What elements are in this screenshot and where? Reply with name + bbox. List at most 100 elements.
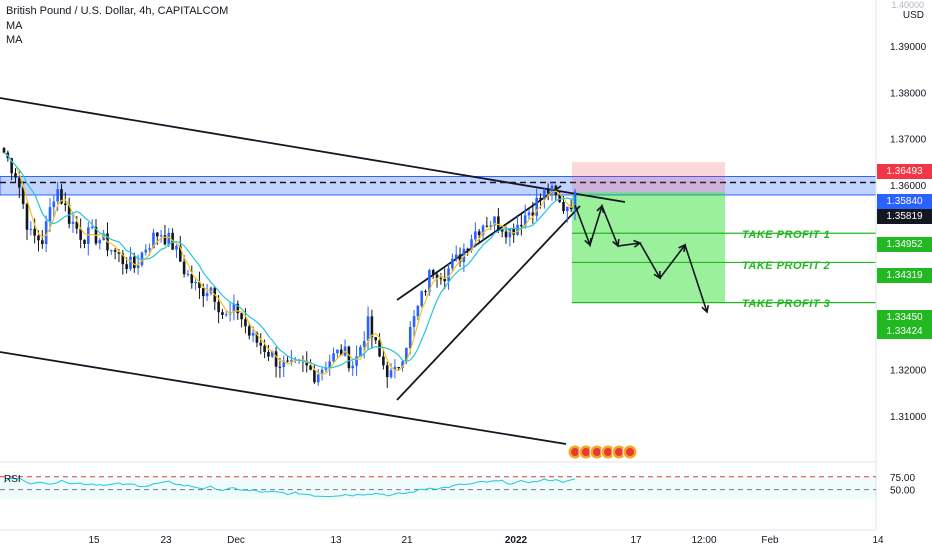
candle-body	[370, 316, 374, 338]
candle-body	[113, 250, 117, 252]
currency-label: 1.40000 USD	[891, 0, 924, 21]
candle-body	[389, 370, 393, 378]
candle-body	[447, 268, 450, 282]
price-tag-tp3: 1.33450	[877, 310, 932, 325]
candle-body	[347, 346, 351, 369]
candle-body	[240, 313, 243, 320]
candle-body	[129, 256, 132, 269]
candle-body	[290, 360, 293, 362]
candle-body	[87, 227, 90, 244]
candle-body	[148, 248, 151, 250]
x-tick-label: 12:00	[691, 535, 716, 546]
candle-body	[136, 265, 140, 269]
candle-body	[366, 316, 370, 342]
candle-body	[324, 368, 328, 370]
take-profit-2-label: TAKE PROFIT 2	[742, 260, 831, 272]
event-flag-dot-icon	[593, 448, 601, 456]
x-tick-label: 15	[88, 535, 100, 546]
price-tag-current: 1.35819	[877, 209, 932, 224]
candle-body	[221, 312, 224, 315]
rsi-label[interactable]: RSI	[4, 474, 21, 485]
candle-body	[504, 231, 508, 238]
candle-body	[405, 348, 408, 362]
candle-body	[117, 251, 121, 254]
candle-body	[251, 332, 255, 336]
candle-body	[454, 254, 458, 259]
price-tag-tp2: 1.34319	[877, 268, 932, 283]
candle-body	[359, 346, 362, 357]
candle-body	[520, 224, 523, 227]
currency-code: USD	[902, 10, 924, 21]
candle-body	[543, 190, 546, 200]
candle-body	[408, 326, 412, 349]
candle-body	[539, 197, 542, 200]
candle-body	[412, 316, 416, 327]
candle-body	[320, 369, 324, 375]
candle-body	[362, 341, 366, 347]
candle-body	[186, 273, 190, 275]
candle-body	[439, 278, 443, 280]
event-flag-dot-icon	[604, 448, 612, 456]
candle-body	[336, 349, 339, 354]
x-tick-label: Dec	[227, 535, 245, 546]
candle-body	[44, 221, 48, 245]
take-profit-3-label: TAKE PROFIT 3	[742, 298, 831, 310]
candle-body	[401, 361, 404, 368]
rsi-band	[0, 476, 876, 500]
candle-body	[328, 361, 332, 369]
candle-body	[489, 225, 492, 227]
rsi-level-lower: 50.00	[890, 486, 915, 497]
ma-slow-line	[3, 152, 576, 369]
profit-zone	[572, 192, 725, 303]
channel-lower-line	[0, 351, 567, 445]
candle-body	[516, 224, 519, 235]
candle-body	[132, 256, 136, 269]
candle-body	[259, 342, 263, 346]
candle-body	[431, 270, 435, 275]
price-tag-stop: 1.36493	[877, 164, 932, 179]
candle-body	[382, 356, 385, 366]
x-tick-label: Feb	[761, 535, 779, 546]
candle-body	[466, 248, 469, 251]
currency-top-price: 1.40000	[891, 0, 924, 10]
candle-body	[451, 258, 454, 269]
event-flag-dot-icon	[626, 448, 634, 456]
candle-body	[10, 158, 13, 174]
candle-body	[428, 270, 431, 293]
candle-body	[83, 239, 86, 244]
projection-arrowhead	[701, 304, 710, 314]
candle-body	[190, 273, 194, 284]
candle-body	[232, 303, 236, 313]
candle-body	[152, 232, 155, 249]
candle-body	[474, 231, 477, 240]
candle-body	[270, 351, 274, 357]
price-tag-resistance: 1.35840	[877, 194, 932, 209]
candle-body	[263, 345, 266, 352]
candle-body	[424, 291, 427, 293]
candle-body	[2, 148, 6, 153]
candle-body	[393, 367, 397, 371]
ma-indicator-2[interactable]: MA	[6, 34, 23, 46]
candle-body	[416, 305, 420, 317]
candle-body	[309, 365, 312, 370]
candle-body	[286, 360, 289, 362]
candle-body	[562, 201, 565, 212]
wedge-lower-line	[396, 205, 581, 401]
x-tick-label: 23	[160, 535, 172, 546]
candle-body	[64, 203, 67, 206]
ma-indicator-1[interactable]: MA	[6, 20, 23, 32]
candle-body	[167, 232, 171, 245]
y-tick-label: 1.32000	[890, 366, 927, 377]
projection-path	[574, 203, 708, 313]
chart-title: British Pound / U.S. Dollar, 4h, CAPITAL…	[6, 5, 229, 17]
candle-body	[52, 201, 56, 208]
candle-body	[217, 301, 220, 313]
candle-body	[458, 254, 462, 263]
candle-body	[531, 212, 535, 216]
candle-body	[25, 204, 29, 230]
candle-body	[159, 235, 163, 237]
candle-body	[209, 287, 213, 294]
candle-body	[37, 235, 40, 241]
